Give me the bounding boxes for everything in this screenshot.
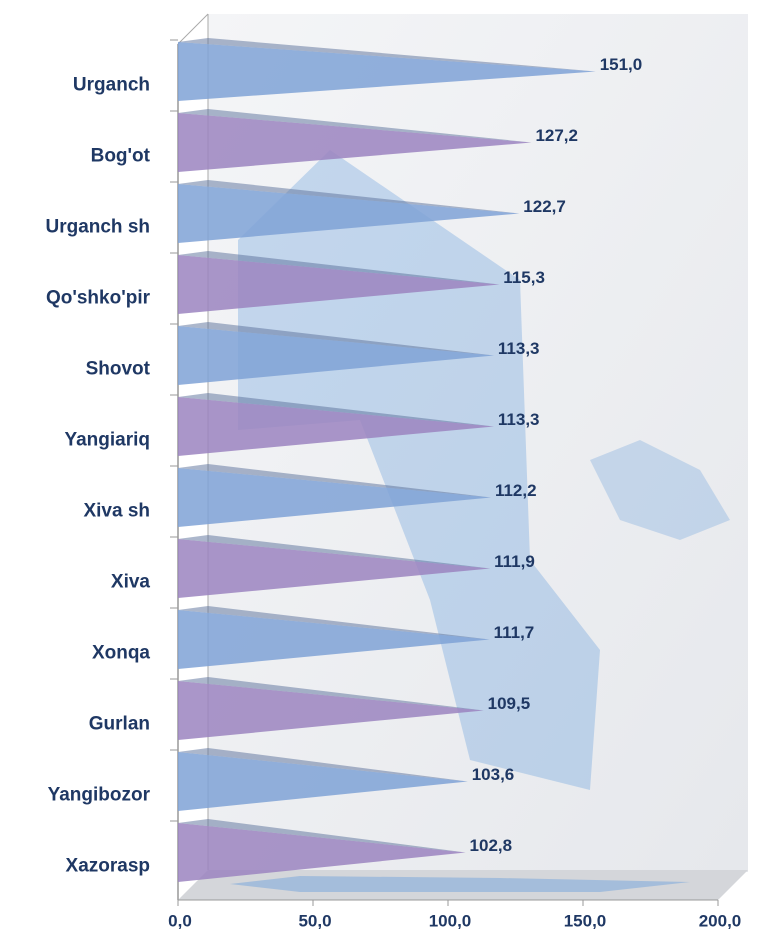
bar-face <box>178 677 484 711</box>
category-label: Xiva <box>111 572 151 593</box>
category-label: Yangiariq <box>64 430 150 451</box>
category-label: Xiva sh <box>83 501 150 522</box>
bar-face <box>178 610 490 669</box>
bar <box>178 748 468 811</box>
bar-face <box>178 184 520 243</box>
category-label: Gurlan <box>89 714 150 735</box>
bar <box>178 677 484 740</box>
bar-face <box>178 180 520 214</box>
value-label: 115,3 <box>503 268 545 287</box>
bar <box>178 109 532 172</box>
bar-face <box>178 109 532 143</box>
bar-face <box>178 464 491 498</box>
value-label: 111,7 <box>494 623 535 642</box>
bar <box>178 535 491 598</box>
x-tick-label: 150,0 <box>564 911 607 930</box>
bar-face <box>178 468 491 527</box>
value-label: 127,2 <box>535 126 578 145</box>
bar-face <box>178 42 596 101</box>
category-label: Shovot <box>86 359 151 380</box>
bar-face <box>178 251 500 285</box>
bar <box>178 180 520 243</box>
bar-face <box>178 326 494 385</box>
bar-face <box>178 322 494 356</box>
bar-face <box>178 752 468 811</box>
bar <box>178 38 596 101</box>
bar-face <box>178 535 491 569</box>
bar <box>178 393 494 456</box>
x-tick-label: 100,0 <box>429 911 472 930</box>
bar-face <box>178 113 532 172</box>
depth-line <box>177 13 209 45</box>
value-label: 103,6 <box>472 765 515 784</box>
bar-face <box>178 539 491 598</box>
category-label: Qo'shko'pir <box>46 288 151 309</box>
category-label: Xonqa <box>92 643 150 664</box>
category-label: Urganch <box>73 75 150 96</box>
bar <box>178 251 500 314</box>
value-label: 102,8 <box>470 836 513 855</box>
bar-face <box>178 397 494 456</box>
bar <box>178 819 466 882</box>
floor-map <box>230 876 690 892</box>
x-tick-label: 50,0 <box>298 911 331 930</box>
value-label: 113,3 <box>498 339 540 358</box>
floor <box>178 870 748 900</box>
value-label: 112,2 <box>495 481 537 500</box>
category-label: Urganch sh <box>45 217 150 238</box>
bar-face <box>178 823 466 882</box>
bar-face <box>178 819 466 853</box>
value-label: 111,9 <box>494 552 535 571</box>
bar-face <box>178 393 494 427</box>
value-label: 109,5 <box>488 694 531 713</box>
category-label: Xazorasp <box>66 856 150 877</box>
x-tick-label: 0,0 <box>168 911 192 930</box>
bar-face <box>178 255 500 314</box>
category-label: Yangibozor <box>48 785 151 806</box>
bar-face <box>178 38 596 72</box>
map-shape <box>590 440 730 540</box>
bar-face <box>178 606 490 640</box>
bar <box>178 322 494 385</box>
value-label: 122,7 <box>523 197 566 216</box>
x-tick-label: 200,0 <box>699 911 742 930</box>
map-shape <box>238 150 600 790</box>
value-label: 151,0 <box>600 55 643 74</box>
bar-face <box>178 748 468 782</box>
category-label: Bog'ot <box>91 146 151 167</box>
bar-face <box>178 681 484 740</box>
value-label: 113,3 <box>498 410 540 429</box>
bar <box>178 606 490 669</box>
bar <box>178 464 491 527</box>
